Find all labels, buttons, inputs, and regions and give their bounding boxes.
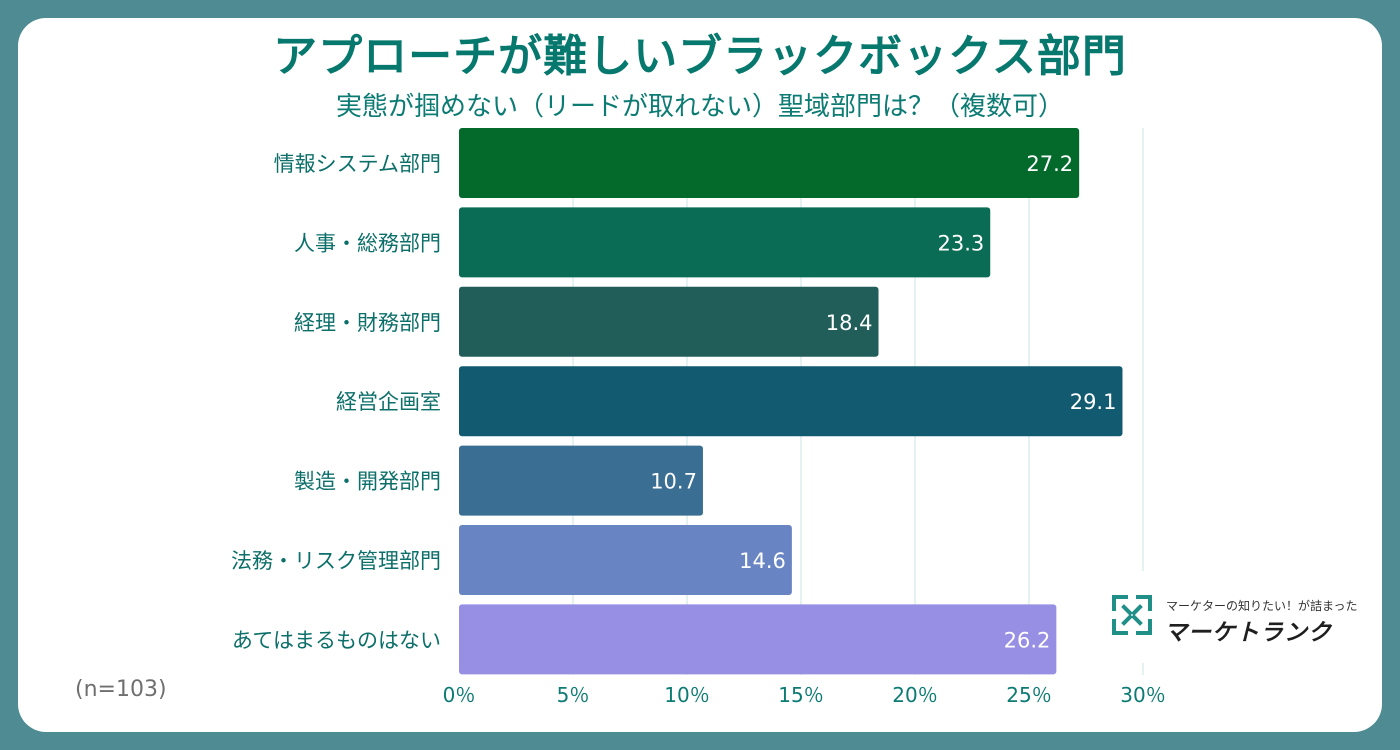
x-tick-label: 5％ — [557, 683, 590, 707]
bar — [459, 604, 1057, 675]
x-tick-label: 30％ — [1120, 683, 1165, 707]
category-label: 経理・財務部門 — [294, 311, 441, 335]
x-tick-label: 0％ — [443, 683, 476, 707]
bar-value-label: 23.3 — [937, 231, 984, 255]
bar-value-label: 14.6 — [739, 549, 786, 573]
x-tick-label: 25％ — [1006, 683, 1051, 707]
chart-title: アプローチが難しいブラックボックス部門 — [273, 31, 1127, 82]
category-label: あてはまるものはない — [232, 628, 441, 652]
bar — [459, 445, 703, 516]
tick-layer: 0％ 5％ 10％ 15％ 20％ 25％ 30％ — [443, 683, 1166, 707]
category-label: 経営企画室 — [336, 390, 441, 414]
bar — [459, 128, 1080, 198]
brand-logo: マーケターの知りたい！が詰まった マーケトランク — [1096, 571, 1382, 663]
category-label: 情報システム部門 — [274, 152, 441, 176]
bar-value-label: 26.2 — [1004, 628, 1051, 652]
bar-value-label: 27.2 — [1026, 152, 1073, 176]
x-tick-label: 15％ — [778, 683, 823, 707]
bar — [459, 207, 991, 278]
logo-bracket-icon — [1112, 595, 1152, 635]
x-tick-label: 20％ — [892, 683, 937, 707]
bar-value-label: 18.4 — [826, 311, 873, 335]
bar-value-label: 29.1 — [1070, 390, 1117, 414]
sample-size-note: (n=103) — [75, 677, 167, 702]
bar — [459, 525, 792, 595]
label-layer: 情報システム部門人事・総務部門経理・財務部門経営企画室製造・開発部門法務・リスク… — [231, 152, 441, 652]
category-label: 人事・総務部門 — [294, 231, 441, 255]
bar-value-label: 10.7 — [650, 470, 697, 494]
bar — [459, 286, 879, 357]
bar-layer: 27.2 23.3 18.4 29.1 10.7 14.6 26.2 — [459, 128, 1123, 675]
logo-name: マーケトランク — [1164, 620, 1332, 646]
chart-subtitle: 実態が掴めない（リードが取れない）聖域部門は？（複数可） — [335, 92, 1064, 122]
bar — [459, 366, 1123, 437]
category-label: 法務・リスク管理部門 — [231, 549, 441, 573]
x-tick-label: 10％ — [664, 683, 709, 707]
logo-tagline: マーケターの知りたい！が詰まった — [1166, 599, 1358, 613]
category-label: 製造・開発部門 — [294, 470, 441, 494]
